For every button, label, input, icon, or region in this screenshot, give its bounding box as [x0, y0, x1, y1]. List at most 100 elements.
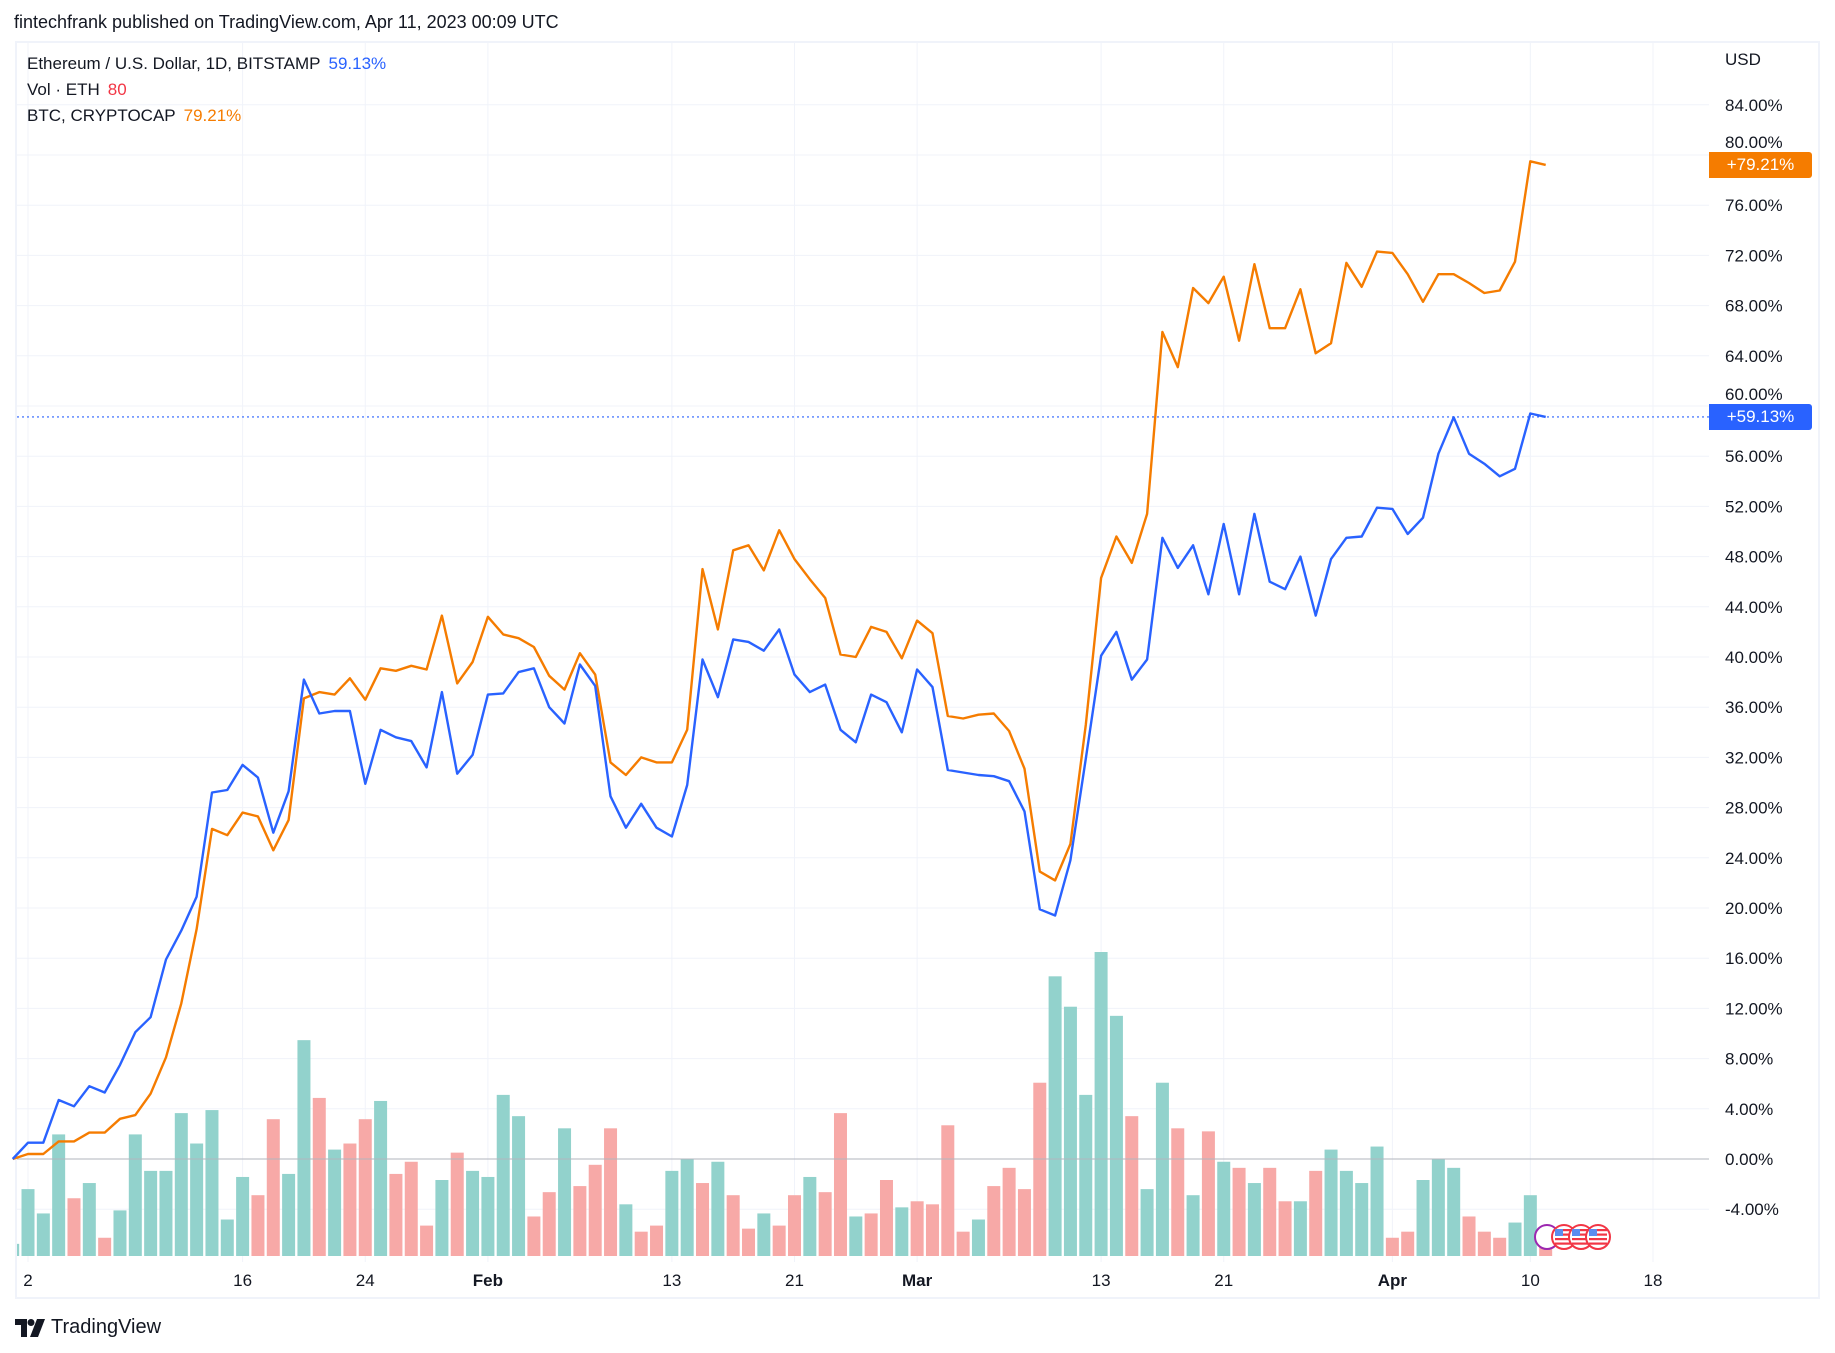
flag-stripe: [1555, 1238, 1573, 1241]
time-tick-label: 13: [1092, 1271, 1111, 1290]
btc-price-badge: +79.21%: [1709, 151, 1812, 178]
eth-series-line: [11, 412, 1546, 1160]
legend-volume[interactable]: Vol · ETH 80: [27, 80, 127, 100]
volume-bar: [52, 1134, 66, 1256]
volume-bar: [956, 1231, 970, 1256]
price-tick-label: 76.00%: [1725, 196, 1783, 215]
volume-bar: [220, 1219, 234, 1256]
volume-bar: [1186, 1195, 1200, 1256]
flag-stripe: [1555, 1242, 1573, 1245]
volume-bar: [1201, 1131, 1215, 1256]
time-axis: 2 16 24 Feb 13 21 Mar 13 21 Apr 10 18: [23, 1271, 1662, 1290]
flag-canton: [1555, 1229, 1563, 1236]
volume-bar: [312, 1097, 326, 1256]
volume-bar: [282, 1173, 296, 1256]
volume-bar: [113, 1210, 127, 1256]
price-tick-label: 28.00%: [1725, 799, 1783, 818]
volume-bar: [833, 1113, 847, 1256]
volume-bar: [1017, 1189, 1031, 1256]
volume-bar: [757, 1213, 771, 1256]
volume-bar: [82, 1183, 96, 1256]
legend-btc-label: BTC, CRYPTOCAP: [27, 106, 176, 125]
btc-series-line: [12, 160, 1546, 1161]
price-tick-label: 4.00%: [1725, 1100, 1773, 1119]
eth-price-badge: +59.13%: [1709, 403, 1812, 430]
volume-bar: [1416, 1180, 1430, 1256]
tradingview-logo[interactable]: TradingView: [15, 1316, 161, 1339]
flag-stripe: [1572, 1242, 1590, 1245]
legend-eth-label: Ethereum / U.S. Dollar, 1D, BITSTAMP: [27, 54, 321, 73]
price-tick-label: -4.00%: [1725, 1200, 1779, 1219]
volume-bar: [573, 1186, 587, 1256]
price-tick-label: 16.00%: [1725, 949, 1783, 968]
price-tick-label: 68.00%: [1725, 297, 1783, 316]
legend-volume-label: Vol · ETH: [27, 80, 100, 99]
volume-bar: [358, 1119, 372, 1256]
volume-bar: [159, 1170, 173, 1256]
volume-bar: [987, 1186, 1001, 1256]
event-markers: [1534, 1224, 1611, 1250]
volume-bar: [542, 1192, 556, 1256]
volume-bar: [1048, 976, 1062, 1256]
volume-bar: [1293, 1201, 1307, 1256]
price-tick-label: 40.00%: [1725, 648, 1783, 667]
legend-eth[interactable]: Ethereum / U.S. Dollar, 1D, BITSTAMP 59.1…: [27, 54, 386, 74]
volume-bar: [205, 1110, 219, 1256]
volume-bar: [1339, 1170, 1353, 1256]
legend-eth-value: 59.13%: [328, 54, 387, 73]
flag-stripe: [1589, 1238, 1607, 1241]
volume-bar: [665, 1170, 679, 1256]
currency-label[interactable]: USD: [1725, 50, 1761, 69]
volume-bar: [1079, 1094, 1093, 1256]
volume-bar: [144, 1170, 158, 1256]
time-tick-label: 2: [23, 1271, 32, 1290]
volume-bar: [1401, 1231, 1415, 1256]
volume-bar: [742, 1228, 756, 1256]
volume-bar: [17, 1243, 20, 1256]
price-tick-label: 32.00%: [1725, 748, 1783, 767]
volume-bar: [803, 1176, 817, 1256]
volume-bar: [1370, 1146, 1384, 1256]
us-flag-icon[interactable]: [1585, 1224, 1611, 1250]
volume-bar: [1063, 1006, 1077, 1256]
price-tick-label: 8.00%: [1725, 1050, 1773, 1069]
volume-bar: [527, 1216, 541, 1256]
price-tick-label: 20.00%: [1725, 899, 1783, 918]
price-tick-label: 52.00%: [1725, 497, 1783, 516]
grid-lines: [17, 43, 1709, 1262]
price-tick-label: 44.00%: [1725, 598, 1783, 617]
price-tick-label: 24.00%: [1725, 849, 1783, 868]
tradingview-brand: TradingView: [51, 1316, 162, 1338]
volume-bar: [1002, 1167, 1016, 1256]
price-tick-label: 64.00%: [1725, 347, 1783, 366]
volume-bars: [17, 952, 1553, 1256]
volume-bar: [680, 1158, 694, 1256]
legend-btc[interactable]: BTC, CRYPTOCAP 79.21%: [27, 106, 241, 126]
volume-bar: [849, 1216, 863, 1256]
volume-bar: [128, 1134, 142, 1256]
volume-bar: [374, 1100, 388, 1256]
volume-bar: [818, 1192, 832, 1256]
volume-bar: [941, 1125, 955, 1256]
volume-bar: [650, 1225, 664, 1256]
volume-bar: [1539, 1246, 1553, 1256]
flag-stripe: [1555, 1229, 1573, 1232]
price-tick-label: 48.00%: [1725, 548, 1783, 567]
volume-bar: [726, 1195, 740, 1256]
volume-bar: [1309, 1170, 1323, 1256]
volume-bar: [558, 1128, 572, 1256]
price-tick-label: 36.00%: [1725, 698, 1783, 717]
series-lines: [11, 160, 1546, 1161]
chart-frame: [15, 41, 1820, 1299]
volume-bar: [1324, 1149, 1338, 1256]
volume-bar: [190, 1143, 204, 1256]
volume-bar: [174, 1113, 188, 1256]
volume-bar: [496, 1094, 510, 1256]
price-tick-label: 12.00%: [1725, 999, 1783, 1018]
price-tick-label: 60.00%: [1725, 385, 1783, 404]
time-tick-label: Feb: [473, 1271, 503, 1290]
volume-bar: [1355, 1183, 1369, 1256]
flag-circle: [1585, 1224, 1611, 1250]
volume-bar: [481, 1176, 495, 1256]
